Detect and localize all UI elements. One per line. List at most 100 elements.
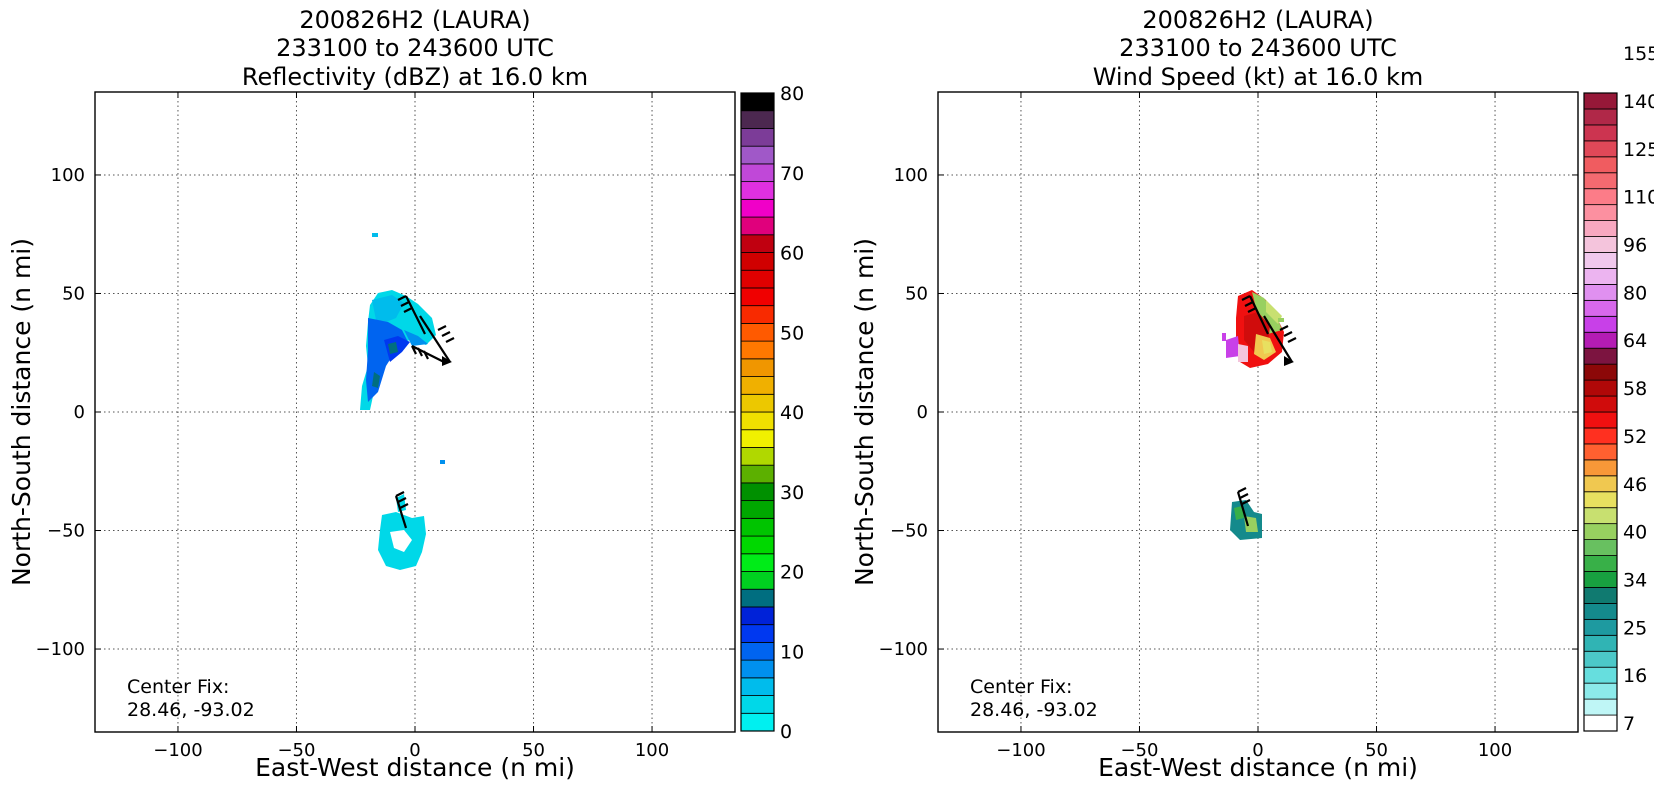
x-tick-label: −50 (1120, 740, 1158, 761)
colorbar-swatch (740, 588, 775, 608)
colorbar-swatch (740, 287, 775, 307)
x-tick-label: 0 (409, 740, 420, 761)
colorbar-swatch (740, 659, 775, 679)
colorbar: 0 10 20 30 40 50 60 70 80 (740, 83, 804, 743)
colorbar-swatch (740, 145, 775, 165)
colorbar-swatch (1583, 507, 1618, 525)
colorbar-swatch (740, 358, 775, 377)
colorbar-tick-label: 0 (780, 721, 792, 743)
y-axis-label: North-South distance (n mi) (7, 238, 36, 586)
x-tick-label: −100 (996, 740, 1045, 761)
colorbar-swatch (740, 464, 775, 484)
colorbar-swatch (1583, 475, 1618, 493)
x-tick-label: −100 (153, 740, 202, 761)
colorbar-swatch (1583, 204, 1618, 221)
x-axis-label: East-West distance (n mi) (255, 753, 575, 782)
x-tick-label: 100 (635, 740, 669, 761)
center-fix-coords: 28.46, -93.02 (970, 699, 1098, 721)
colorbar-swatch (740, 571, 775, 590)
colorbar-tick-label: 58 (1623, 378, 1647, 400)
colorbar-swatch (740, 517, 775, 537)
y-tick-label: −100 (879, 639, 928, 660)
colorbar-tick-label: 52 (1623, 426, 1647, 448)
colorbar-swatch (1583, 331, 1618, 349)
colorbar-swatch (740, 429, 775, 448)
colorbar-swatch (1583, 299, 1618, 317)
center-fix-label: Center Fix: (127, 676, 229, 698)
colorbar-swatch (740, 216, 775, 236)
colorbar-swatch (740, 322, 775, 342)
colorbar-swatch (740, 376, 775, 395)
wind-barb-flag (442, 356, 452, 366)
colorbar-tick-label: 60 (780, 243, 804, 265)
chart-title-line3: Reflectivity (dBZ) at 16.0 km (242, 63, 588, 91)
x-tick-label: 50 (522, 740, 545, 761)
colorbar-swatch (1583, 459, 1618, 477)
y-tick-label: 100 (51, 165, 85, 186)
y-tick-label: −50 (47, 521, 85, 542)
colorbar-tick-label: 96 (1623, 235, 1647, 257)
colorbar-swatch (740, 411, 775, 431)
colorbar-swatch (1583, 283, 1618, 301)
colorbar-tick-label: 50 (780, 322, 804, 344)
chart-title-line3: Wind Speed (kt) at 16.0 km (1093, 63, 1424, 91)
colorbar-swatch (740, 181, 775, 200)
reflectivity-echo-south (378, 494, 426, 570)
center-fix-label: Center Fix: (970, 676, 1072, 698)
colorbar-swatch (1583, 698, 1618, 716)
colorbar-swatch (1583, 587, 1618, 604)
y-tick-label: −50 (890, 521, 928, 542)
windspeed-field-north (1222, 290, 1284, 368)
colorbar-frame (1583, 92, 1618, 732)
colorbar-swatch (740, 163, 775, 183)
y-tick-label: 0 (74, 402, 85, 423)
colorbar-swatch (1583, 236, 1618, 253)
y-axis-label: North-South distance (n mi) (850, 238, 879, 586)
colorbar-swatch (1583, 188, 1618, 206)
colorbar-tick-label: 155 (1623, 43, 1654, 65)
y-tick-label: 0 (917, 402, 928, 423)
colorbar-swatch (1583, 252, 1618, 269)
x-tick-label: 50 (1365, 740, 1388, 761)
colorbar-swatch (1583, 618, 1618, 636)
colorbar-swatch (740, 198, 775, 218)
plot-frame (94, 91, 736, 733)
colorbar-tick-label: 110 (1623, 187, 1654, 209)
y-tick-label: 50 (62, 283, 85, 304)
y-tick-label: −100 (36, 639, 85, 660)
colorbar-swatch (740, 447, 775, 466)
colorbar-swatch (1583, 682, 1618, 700)
colorbar-tick-label: 80 (1623, 282, 1647, 304)
chart-title-line2: 233100 to 243600 UTC (276, 34, 554, 62)
chart-title-line1: 200826H2 (LAURA) (299, 6, 530, 34)
chart-title-line1: 200826H2 (LAURA) (1142, 6, 1373, 34)
x-tick-label: 100 (1478, 740, 1512, 761)
colorbar-swatch (1583, 714, 1618, 732)
colorbar-tick-label: 64 (1623, 330, 1647, 352)
reflectivity-echo-north (360, 233, 445, 464)
wind-barbs (394, 295, 455, 529)
colorbar-swatch (1583, 603, 1618, 620)
colorbar-swatch (740, 393, 775, 413)
colorbar-swatch (740, 482, 775, 502)
colorbar-swatch (1583, 347, 1618, 365)
axis-ticks: −100 −50 0 50 100 −100 −50 0 50 100 (879, 92, 1578, 761)
colorbar-tick-label: 46 (1623, 474, 1647, 496)
grid-lines (938, 92, 1578, 732)
colorbar-swatch (1583, 666, 1618, 684)
colorbar-swatch (740, 606, 775, 626)
colorbar-swatch (740, 535, 775, 555)
colorbar-swatch (1583, 220, 1618, 237)
colorbar-tick-label: 16 (1623, 665, 1647, 687)
colorbar-swatch (740, 234, 775, 253)
colorbar-swatch (1583, 523, 1618, 541)
colorbar-tick-label: 40 (780, 402, 804, 424)
colorbar-swatch (1583, 539, 1618, 556)
colorbar-swatch (740, 340, 775, 360)
reflectivity-panel: 200826H2 (LAURA) 233100 to 243600 UTC Re… (7, 6, 804, 782)
colorbar-frame (740, 92, 775, 732)
plot-frame (937, 91, 1579, 733)
wind-barbs (1236, 295, 1297, 527)
colorbar-tick-label: 30 (780, 482, 804, 504)
